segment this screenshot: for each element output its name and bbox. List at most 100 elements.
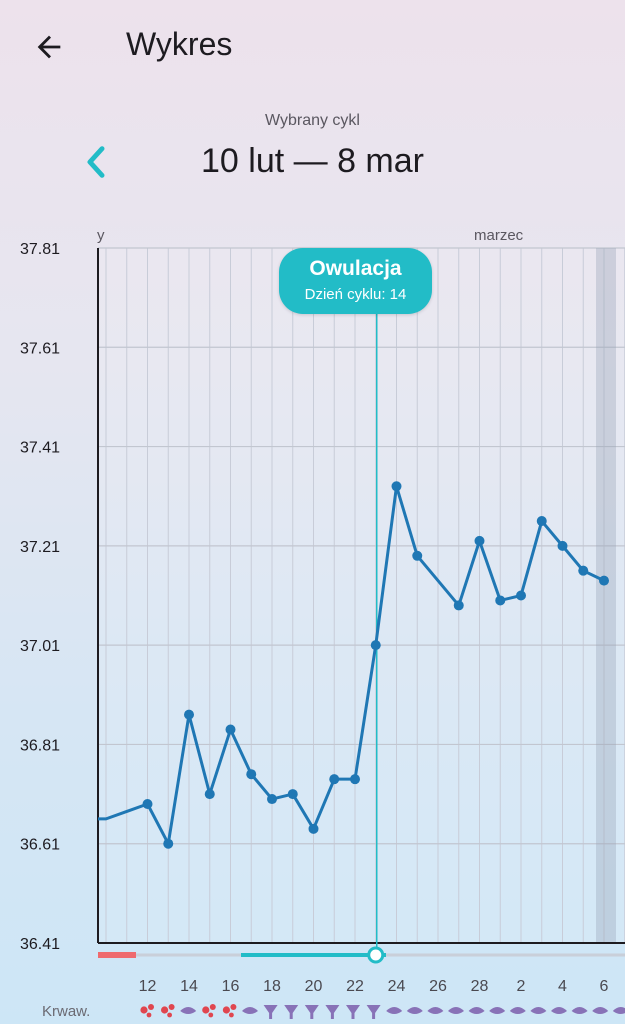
drop-shape: [180, 1007, 197, 1014]
x-tick-label: 12: [139, 978, 157, 995]
blood-drop: [167, 1012, 172, 1018]
x-tick-label: 16: [222, 978, 240, 995]
x-tick-label: 24: [388, 978, 406, 995]
blood-drop: [140, 1006, 148, 1014]
data-point[interactable]: [370, 640, 381, 651]
x-tick-label: 20: [305, 978, 323, 995]
funnel-shape: [366, 1005, 381, 1019]
data-point[interactable]: [474, 535, 485, 546]
data-point[interactable]: [350, 774, 360, 785]
data-point[interactable]: [329, 774, 340, 785]
data-point[interactable]: [184, 709, 194, 720]
app-bar: Wykres: [0, 0, 625, 96]
x-tick-label: 22: [346, 978, 364, 995]
blood-drop: [202, 1006, 210, 1014]
drop-shape: [386, 1007, 403, 1014]
mucus-funnel-icon: [304, 1005, 319, 1019]
mucus-drop-icon: [612, 1007, 625, 1014]
data-point[interactable]: [599, 575, 609, 586]
data-point[interactable]: [578, 565, 589, 576]
x-tick-label: 28: [471, 978, 489, 995]
x-tick-label: 18: [263, 978, 281, 995]
mucus-drop-icon: [427, 1007, 444, 1014]
mucus-funnel-icon: [325, 1005, 340, 1019]
ovulation-dot[interactable]: [367, 946, 385, 964]
blood-drops-icon: [161, 1004, 175, 1018]
data-point[interactable]: [391, 481, 402, 492]
funnel-shape: [346, 1005, 360, 1019]
temperature-chart[interactable]: 37.81 37.61 37.41 37.21 37.01 36.81 36.61 36.41…: [0, 218, 625, 1024]
blood-drop: [146, 1012, 152, 1018]
data-point[interactable]: [246, 769, 257, 780]
drop-shape: [551, 1007, 567, 1014]
blood-drop: [209, 1004, 216, 1010]
page-title: Wykres: [126, 26, 233, 62]
ovulation-cycle-day: Dzień cyklu: 14: [304, 286, 407, 303]
blood-drop: [222, 1006, 230, 1014]
drop-shape: [427, 1007, 444, 1014]
current-day-shade: [596, 248, 616, 943]
month-label: y: [97, 227, 105, 244]
indicator-row-label: Krwaw.: [42, 1003, 91, 1020]
drop-shape: [571, 1007, 588, 1014]
previous-cycle-button[interactable]: [76, 140, 116, 184]
blood-drops-icon: [202, 1004, 216, 1018]
data-point[interactable]: [308, 823, 319, 834]
drop-shape: [612, 1007, 625, 1014]
mucus-drop-icon: [551, 1007, 567, 1014]
blood-drop: [208, 1012, 214, 1018]
mucus-drop-icon: [571, 1007, 588, 1014]
mucus-drop-icon: [592, 1007, 609, 1014]
ovulation-marker-bubble[interactable]: Owulacja Dzień cyklu: 14: [279, 248, 432, 314]
drop-shape: [509, 1007, 526, 1014]
data-point[interactable]: [267, 794, 277, 805]
y-tick-label: 36.41: [20, 936, 60, 953]
mucus-funnel-icon: [366, 1005, 381, 1019]
drop-shape: [448, 1007, 464, 1014]
y-tick-label: 37.21: [20, 539, 60, 556]
back-button[interactable]: [24, 22, 74, 72]
mucus-drop-icon: [509, 1007, 526, 1014]
drop-shape: [242, 1007, 258, 1014]
blood-drop: [230, 1004, 237, 1010]
month-label: marzec: [474, 227, 524, 244]
blood-drop: [168, 1004, 175, 1010]
blood-drop: [148, 1004, 154, 1010]
data-point[interactable]: [204, 789, 215, 800]
blood-drops-icon: [222, 1004, 237, 1018]
cycle-date-range: 10 lut — 8 mar: [201, 142, 424, 180]
data-point[interactable]: [453, 600, 464, 611]
y-tick-label: 37.01: [20, 638, 60, 655]
mucus-drop-icon: [468, 1007, 485, 1014]
mucus-drop-icon: [448, 1007, 464, 1014]
drop-shape: [489, 1007, 506, 1014]
funnel-shape: [325, 1005, 340, 1019]
plot-area: [98, 248, 625, 943]
data-point[interactable]: [225, 724, 236, 735]
drop-shape: [468, 1007, 485, 1014]
cycle-caption: Wybrany cykl: [265, 112, 360, 129]
mucus-funnel-icon: [263, 1005, 278, 1019]
mucus-drop-icon: [386, 1007, 403, 1014]
x-tick-label: 2: [517, 978, 526, 995]
x-tick-label: 26: [429, 978, 447, 995]
data-point[interactable]: [536, 516, 547, 527]
data-point[interactable]: [412, 550, 423, 561]
blood-drop: [229, 1012, 234, 1018]
drop-shape: [406, 1007, 423, 1014]
data-point[interactable]: [163, 838, 174, 849]
chevron-left-icon: [87, 146, 105, 178]
y-tick-label: 37.81: [20, 241, 60, 258]
data-point[interactable]: [495, 595, 506, 606]
x-tick-label: 4: [558, 978, 567, 995]
data-point[interactable]: [557, 540, 568, 551]
y-tick-label: 36.81: [20, 737, 60, 754]
mucus-drop-icon: [530, 1007, 547, 1014]
blood-drops-icon: [140, 1004, 154, 1018]
data-point[interactable]: [142, 799, 153, 809]
data-point[interactable]: [287, 789, 298, 800]
mucus-drop-icon: [180, 1007, 197, 1014]
temperature-line: [98, 484, 605, 846]
mucus-funnel-icon: [284, 1005, 299, 1019]
data-point[interactable]: [516, 590, 526, 601]
